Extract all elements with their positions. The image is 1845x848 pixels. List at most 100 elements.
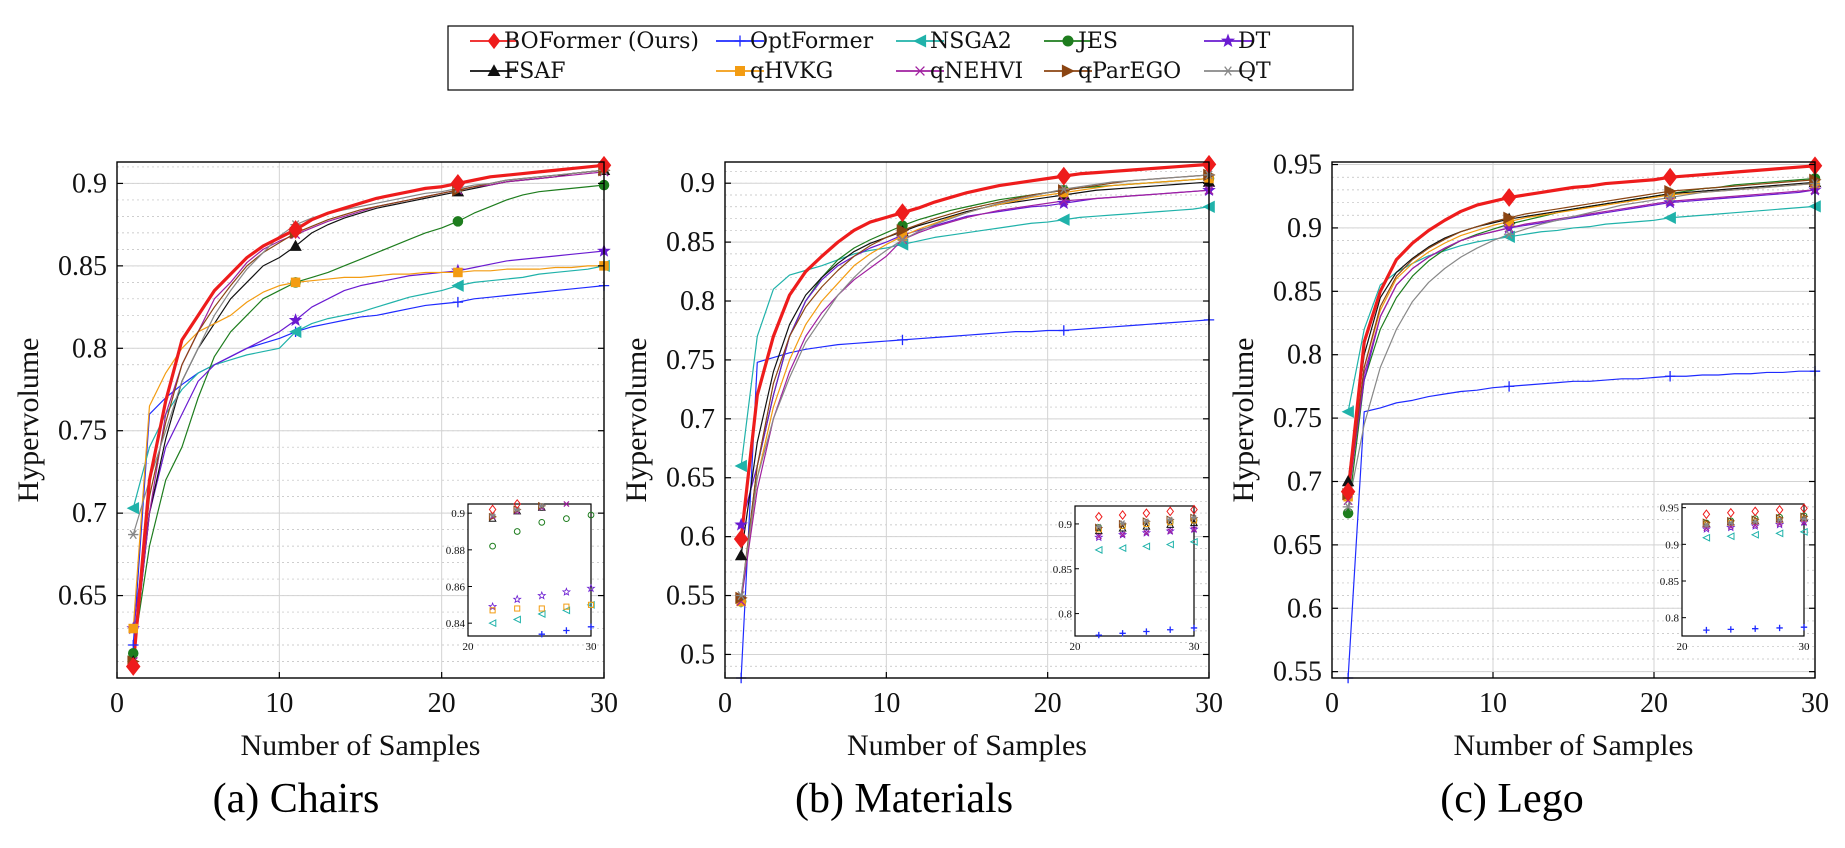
y-tick-label: 0.8: [1287, 340, 1322, 371]
inset-y-tick-label: 0.9: [1665, 539, 1679, 551]
y-axis-label: Hypervolume: [12, 338, 45, 503]
inset-point: [1752, 625, 1759, 632]
legend-label: QT: [1238, 59, 1271, 84]
inset-point: [489, 607, 496, 614]
inset-y-tick-label: 0.9: [1058, 519, 1072, 531]
y-tick-label: 0.8: [72, 333, 107, 364]
legend-label: BOFormer (Ours): [504, 29, 699, 54]
inset-point: [1727, 520, 1734, 527]
y-tick-label: 0.8: [680, 286, 715, 317]
inset-point: [1094, 532, 1104, 542]
data-point: [1665, 196, 1675, 206]
inset-y-tick-label: 0.84: [446, 618, 466, 630]
series-line-nsga2: [132, 265, 605, 509]
inset-point: [538, 518, 546, 526]
inset-point: [1143, 529, 1150, 536]
inset-point: [1726, 532, 1735, 541]
series-markers: [1340, 156, 1823, 684]
inset-point: [1189, 524, 1199, 534]
inset-point: [488, 619, 497, 628]
inset-point: [1095, 533, 1102, 540]
inset-point: [1702, 518, 1711, 527]
inset-x-tick-label: 20: [1677, 641, 1689, 653]
inset-x-tick-label: 30: [1189, 641, 1201, 653]
chart-panel-chairs: 0.65 0.7 0.75 0.8 0.85 0.9 0 10 20 30 Number of Sa…: [12, 155, 618, 822]
x-tick-label: 30: [1195, 688, 1223, 719]
data-point: [128, 623, 138, 634]
inset-point: [513, 499, 522, 509]
inset-point: [1142, 508, 1151, 519]
inset-y-tick-label: 0.95: [1660, 503, 1680, 515]
y-tick-label: 0.65: [1273, 530, 1322, 561]
data-point: [897, 235, 908, 245]
inset-point: [587, 601, 595, 608]
inset-point: [1095, 523, 1102, 530]
inset-point: [1702, 533, 1711, 542]
panel-caption: (a) Chairs: [213, 776, 380, 822]
x-tick-label: 20: [1640, 688, 1668, 719]
data-point: [1342, 507, 1354, 519]
triangle-up-marker-icon: [487, 64, 501, 76]
inset-y-tick-label: 0.85: [1053, 564, 1073, 576]
data-point: [450, 173, 466, 193]
series-line-qnehvi: [740, 189, 1210, 602]
series-line-qnehvi: [1347, 189, 1816, 501]
inset-point: [512, 615, 521, 624]
inset-zoom: 0.8 0.85 0.9 20 30: [1053, 504, 1201, 653]
inset-point: [1165, 526, 1175, 536]
data-point: [288, 313, 303, 327]
axes-frame: [1331, 161, 1816, 679]
data-point: [1341, 405, 1354, 418]
inset-point: [1118, 509, 1127, 520]
y-tick-label: 0.7: [1287, 466, 1322, 497]
inset-point: [1189, 537, 1198, 546]
series-markers: [733, 154, 1217, 684]
data-point: [1664, 371, 1676, 382]
inset-frame: [1681, 503, 1805, 637]
inset-point: [1702, 509, 1711, 520]
data-point: [125, 657, 141, 676]
inset-point: [1118, 544, 1127, 553]
data-point: [1662, 167, 1678, 187]
inset-point: [586, 600, 595, 609]
series-line-qnehvi: [132, 171, 605, 662]
series-line-qt: [132, 169, 605, 535]
y-tick-label: 0.75: [666, 345, 715, 376]
series-line-nsga2: [740, 206, 1210, 467]
inset-point: [586, 583, 596, 593]
y-tick-label: 0.55: [666, 581, 715, 612]
y-tick-label: 0.75: [58, 416, 107, 447]
legend-label: JES: [1076, 29, 1118, 54]
y-axis-label: Hypervolume: [1227, 338, 1260, 503]
inset-point: [1776, 517, 1783, 524]
data-point: [897, 334, 908, 346]
inset-point: [1703, 626, 1710, 634]
inset-point: [489, 512, 496, 518]
series-line-dt: [132, 250, 605, 629]
triangle-right-marker-icon: [1061, 64, 1075, 78]
inset-point: [488, 504, 497, 515]
data-point: [290, 277, 301, 288]
circle-marker-icon: [1062, 35, 1074, 47]
series-line-qparego: [1347, 179, 1816, 495]
series-line-qhvkg: [132, 265, 604, 629]
inset-point: [1750, 530, 1759, 539]
y-tick-label: 0.7: [680, 404, 715, 435]
legend-label: qNEHVI: [930, 59, 1023, 84]
inset-x-tick-label: 20: [463, 641, 475, 653]
plus-marker-icon: [734, 35, 746, 47]
inset-point: [512, 594, 522, 604]
legend-label: qParEGO: [1078, 59, 1181, 84]
inset-point: [1167, 516, 1174, 523]
inset-y-tick-label: 0.86: [446, 582, 466, 594]
series-line-boformer-ours: [1346, 164, 1816, 492]
inset-point: [1118, 529, 1128, 539]
inset-point: [563, 515, 570, 523]
inset-point: [1726, 507, 1735, 518]
y-tick-label: 0.85: [58, 251, 107, 282]
inset-point: [1143, 628, 1150, 635]
data-point: [126, 502, 140, 515]
inset-point: [1752, 518, 1759, 525]
y-tick-label: 0.95: [1273, 150, 1322, 181]
